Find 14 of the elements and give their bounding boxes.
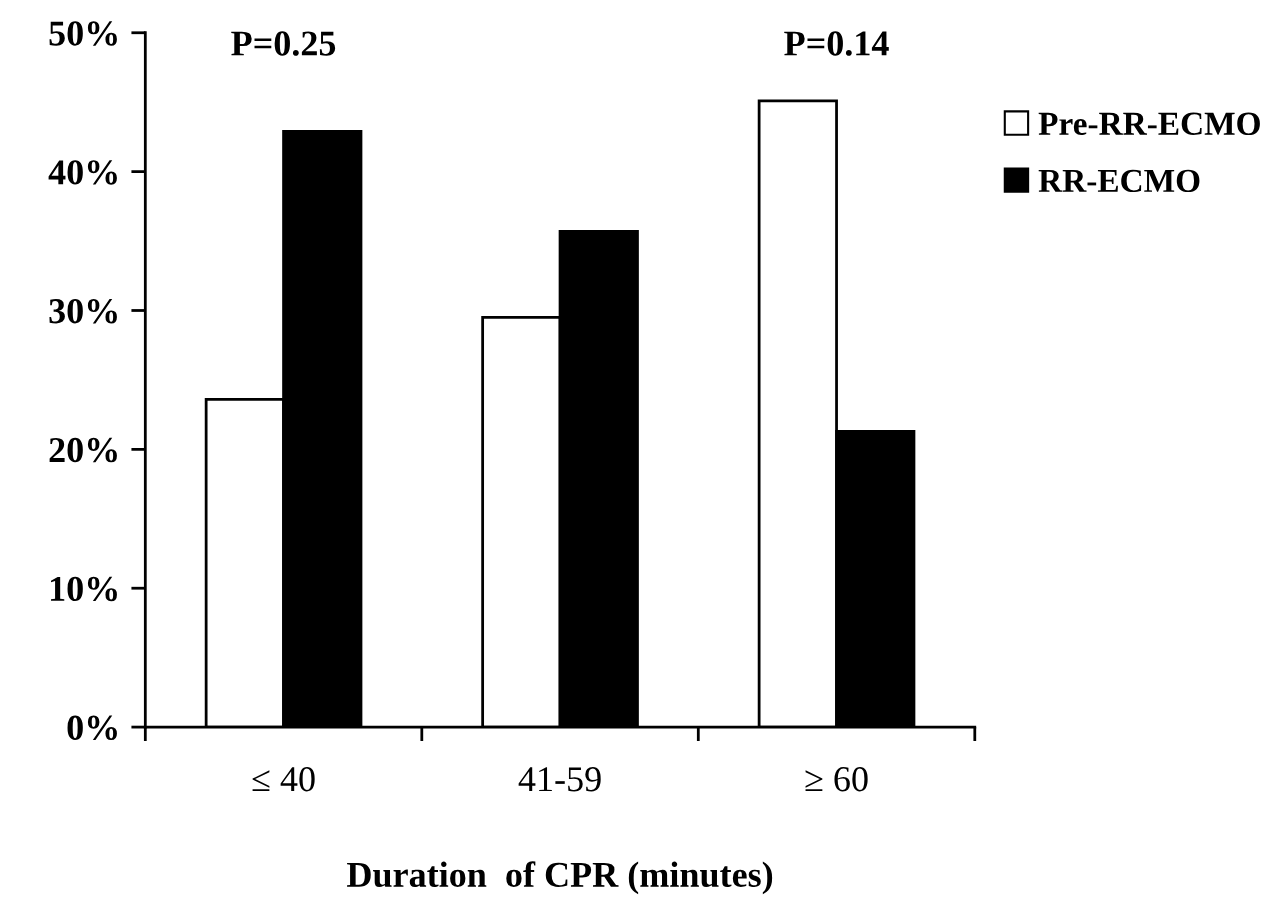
annotation: P=0.14 bbox=[784, 31, 889, 56]
y-tick-label: 0% bbox=[67, 715, 117, 741]
legend-label: Pre-RR-ECMO bbox=[1038, 112, 1260, 136]
y-tick-label: 10% bbox=[50, 576, 117, 602]
x-axis-title: Duration of CPR (minutes) bbox=[347, 861, 773, 895]
y-tick-label: 30% bbox=[49, 299, 117, 324]
y-tick-label: 20% bbox=[49, 437, 117, 463]
x-tick-label: ≥ 60 bbox=[805, 767, 868, 792]
x-tick-label: ≤ 40 bbox=[252, 767, 315, 792]
y-tick-label: 50% bbox=[49, 21, 117, 46]
y-tick-label: 40% bbox=[48, 160, 117, 185]
x-tick-label: 41-59 bbox=[518, 767, 601, 792]
annotation: P=0.25 bbox=[231, 31, 336, 56]
legend-label: RR-ECMO bbox=[1038, 169, 1200, 193]
